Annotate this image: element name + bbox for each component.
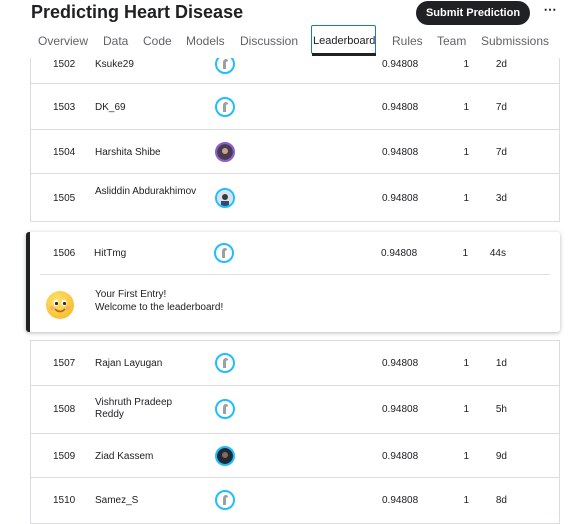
rank-cell: 1509 xyxy=(53,451,76,462)
score-cell: 0.94808 xyxy=(382,193,419,204)
rank-cell: 1508 xyxy=(53,404,76,415)
active-tab-indicator xyxy=(312,53,376,56)
team-name[interactable]: Asliddin Abdurakhimov xyxy=(95,186,197,197)
competition-header: Predicting Heart Disease Submit Predicti… xyxy=(0,0,586,58)
default-avatar-icon xyxy=(223,404,228,414)
last-submission-cell: 44s xyxy=(489,248,506,259)
table-row[interactable]: 1508 Vishruth Pradeep Reddy 0.94808 1 5h xyxy=(30,386,560,434)
last-submission-cell: 8d xyxy=(495,495,507,506)
tab-bar: Overview Data Code Models Discussion Lea… xyxy=(0,0,586,58)
last-submission-cell: 1d xyxy=(495,358,507,369)
score-cell: 0.94808 xyxy=(382,495,419,506)
page-title: Predicting Heart Disease xyxy=(31,2,244,22)
tab-models[interactable]: Models xyxy=(186,34,225,48)
entries-cell: 1 xyxy=(463,358,469,369)
table-row[interactable]: 1503 DK_69 0.94808 1 7d xyxy=(30,84,560,130)
rank-cell: 1507 xyxy=(53,358,76,369)
team-name[interactable]: Harshita Shibe xyxy=(95,147,161,158)
table-row[interactable]: 1509 Ziad Kassem 0.94808 1 9d xyxy=(30,434,560,478)
score-cell: 0.94808 xyxy=(382,404,419,415)
score-cell: 0.94808 xyxy=(382,451,419,462)
your-entry-card: 1506 HitTmg 0.94808 1 44s Your First Ent… xyxy=(26,232,560,332)
team-name[interactable]: Vishruth Pradeep Reddy xyxy=(95,397,173,420)
last-submission-cell: 7d xyxy=(495,147,507,158)
default-avatar-icon xyxy=(223,59,228,69)
team-name[interactable]: Ziad Kassem xyxy=(95,451,154,462)
team-name[interactable]: DK_69 xyxy=(95,102,126,113)
avatar[interactable] xyxy=(215,142,235,162)
team-name[interactable]: Ksuke29 xyxy=(95,59,134,70)
entries-cell: 1 xyxy=(463,59,469,70)
tab-data[interactable]: Data xyxy=(103,34,129,48)
avatar[interactable] xyxy=(215,188,235,208)
rank-cell: 1502 xyxy=(53,59,76,70)
tab-submissions[interactable]: Submissions xyxy=(481,34,550,48)
default-avatar-icon xyxy=(223,102,228,112)
message-title: Your First Entry! xyxy=(95,289,167,300)
entries-cell: 1 xyxy=(463,193,469,204)
last-submission-cell: 5h xyxy=(495,404,507,415)
avatar[interactable] xyxy=(215,399,235,419)
user-photo-icon xyxy=(217,190,233,206)
divider xyxy=(40,274,550,275)
smiley-emoji-icon xyxy=(46,291,74,319)
rank-cell: 1506 xyxy=(53,248,76,259)
entries-cell: 1 xyxy=(463,102,469,113)
rank-cell: 1505 xyxy=(53,193,76,204)
table-row[interactable]: 1510 Samez_S 0.94808 1 8d xyxy=(30,478,560,524)
score-cell: 0.94808 xyxy=(382,358,419,369)
table-row[interactable]: 1504 Harshita Shibe 0.94808 1 7d xyxy=(30,130,560,174)
rank-cell: 1503 xyxy=(53,102,76,113)
avatar[interactable] xyxy=(215,97,235,117)
tab-discussion[interactable]: Discussion xyxy=(240,34,299,48)
first-entry-message: Your First Entry! Welcome to the leaderb… xyxy=(95,288,223,314)
team-name[interactable]: Rajan Layugan xyxy=(95,358,163,369)
team-name[interactable]: Samez_S xyxy=(95,495,139,506)
rank-cell: 1510 xyxy=(53,495,76,506)
entries-cell: 1 xyxy=(463,404,469,415)
avatar[interactable] xyxy=(215,490,235,510)
entries-cell: 1 xyxy=(463,451,469,462)
tab-team[interactable]: Team xyxy=(437,34,467,48)
score-cell: 0.94808 xyxy=(382,147,419,158)
table-row[interactable]: 1502 Ksuke29 0.94808 1 2d xyxy=(30,54,560,84)
tab-rules[interactable]: Rules xyxy=(392,34,423,48)
team-name[interactable]: HitTmg xyxy=(94,248,127,259)
default-avatar-icon xyxy=(222,248,227,258)
tab-code[interactable]: Code xyxy=(143,34,172,48)
rank-cell: 1504 xyxy=(53,147,76,158)
score-cell: 0.94808 xyxy=(382,102,419,113)
leaderboard-list: 1502 Ksuke29 0.94808 1 2d 1503 DK_69 0.9… xyxy=(30,54,560,524)
user-photo-icon xyxy=(217,448,233,464)
tab-leaderboard[interactable]: Leaderboard xyxy=(313,35,376,47)
more-options-icon[interactable]: ⋯ xyxy=(543,2,557,17)
default-avatar-icon xyxy=(223,495,228,505)
table-row[interactable]: 1507 Rajan Layugan 0.94808 1 1d xyxy=(30,340,560,386)
avatar[interactable] xyxy=(214,243,234,263)
user-photo-icon xyxy=(217,144,233,160)
message-subtitle: Welcome to the leaderboard! xyxy=(95,302,224,313)
avatar[interactable] xyxy=(215,446,235,466)
entries-cell: 1 xyxy=(463,495,469,506)
last-submission-cell: 7d xyxy=(495,102,507,113)
table-row[interactable]: 1505 Asliddin Abdurakhimov 0.94808 1 3d xyxy=(30,174,560,222)
default-avatar-icon xyxy=(223,358,228,368)
entries-cell: 1 xyxy=(463,147,469,158)
avatar[interactable] xyxy=(215,353,235,373)
score-cell: 0.94808 xyxy=(382,59,419,70)
entries-cell: 1 xyxy=(462,248,468,259)
last-submission-cell: 2d xyxy=(495,59,507,70)
submit-prediction-button[interactable]: Submit Prediction xyxy=(416,1,530,25)
score-cell: 0.94808 xyxy=(381,248,418,259)
last-submission-cell: 3d xyxy=(495,193,507,204)
tab-overview[interactable]: Overview xyxy=(38,34,89,48)
last-submission-cell: 9d xyxy=(495,451,507,462)
